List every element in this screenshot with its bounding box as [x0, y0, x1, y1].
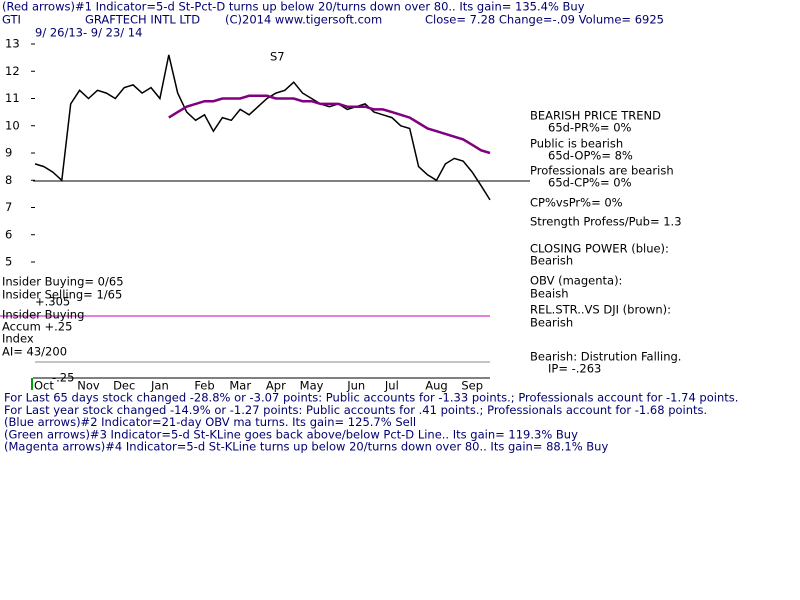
panel-text: BEARISH PRICE TREND: [530, 109, 661, 123]
x-tick-label: Nov: [77, 379, 100, 393]
left-label: Insider Buying= 0/65: [2, 275, 124, 289]
header-text: GTI: [2, 13, 21, 27]
x-tick-label: Sep: [461, 379, 483, 393]
x-tick-label: Jun: [346, 379, 365, 393]
x-tick-label: May: [300, 379, 324, 393]
panel-text: Strength Profess/Pub= 1.3: [530, 215, 682, 229]
x-tick-label: Apr: [266, 379, 286, 393]
y-tick-label: 5: [5, 255, 12, 269]
y-tick-label: 8: [5, 173, 12, 187]
panel-text: CLOSING POWER (blue):: [530, 242, 669, 256]
x-tick-label: Aug: [425, 379, 447, 393]
y-tick-label: 10: [5, 118, 20, 132]
left-label: AI= 43/200: [2, 345, 67, 359]
y-tick-label: 7: [5, 200, 12, 214]
panel-text: Bearish: Distrution Falling.: [530, 350, 681, 364]
footer-text: (Blue arrows)#2 Indicator=21-day OBV ma …: [4, 415, 416, 429]
panel-text: Bearish: [530, 316, 573, 330]
x-tick-label: Jan: [150, 379, 169, 393]
left-label: Insider Buying: [2, 308, 84, 322]
left-label: Accum +.25: [2, 320, 72, 334]
panel-text: Bearish: [530, 254, 573, 268]
header-text: Close= 7.28 Change=-.09 Volume= 6925: [425, 13, 664, 27]
header-text: S7: [270, 50, 285, 64]
panel-text: CP%vsPr%= 0%: [530, 196, 623, 210]
footer-text: (Green arrows)#3 Indicator=5-d St-KLine …: [4, 427, 578, 441]
panel-text: 65d-OP%= 8%: [548, 149, 633, 163]
left-label: Insider Selling= 1/65: [2, 288, 122, 302]
x-tick-label: Mar: [229, 379, 251, 393]
series-line: [34, 54, 491, 201]
panel-text: Public is bearish: [530, 137, 623, 151]
footer-text: For Last 65 days stock changed -28.8% or…: [4, 391, 738, 405]
series-line: [168, 94, 491, 155]
panel-text: Professionals are bearish: [530, 164, 674, 178]
header-text: (C)2014 www.tigersoft.com: [225, 13, 382, 27]
footer-text: (Magenta arrows)#4 Indicator=5-d St-KLin…: [4, 440, 608, 454]
footer-text: For Last year stock changed -14.9% or -1…: [4, 403, 707, 417]
header-text: 9/ 26/13- 9/ 23/ 14: [35, 26, 142, 40]
left-label: +.305: [35, 295, 70, 309]
panel-text: 65d-PR%= 0%: [548, 121, 632, 135]
x-tick-label: Oct: [34, 379, 54, 393]
panel-text: OBV (magenta):: [530, 274, 622, 288]
panel-text: IP= -.263: [548, 362, 601, 376]
x-tick-label: Jul: [384, 379, 399, 393]
panel-text: REL.STR..VS DJI (brown):: [530, 303, 671, 317]
y-tick-label: 9: [5, 146, 12, 160]
panel-text: 65d-CP%= 0%: [548, 176, 632, 190]
y-tick-label: 12: [5, 64, 20, 78]
y-tick-label: 6: [5, 227, 12, 241]
left-label: Index: [2, 332, 34, 346]
x-tick-label: Feb: [194, 379, 214, 393]
x-tick-label: Dec: [113, 379, 135, 393]
y-tick-label: 11: [5, 91, 20, 105]
header-text: (Red arrows)#1 Indicator=5-d St-Pct-D tu…: [2, 0, 585, 14]
header-text: GRAFTECH INTL LTD: [85, 13, 200, 27]
y-tick-label: 13: [5, 37, 20, 51]
panel-text: Beaish: [530, 287, 569, 301]
